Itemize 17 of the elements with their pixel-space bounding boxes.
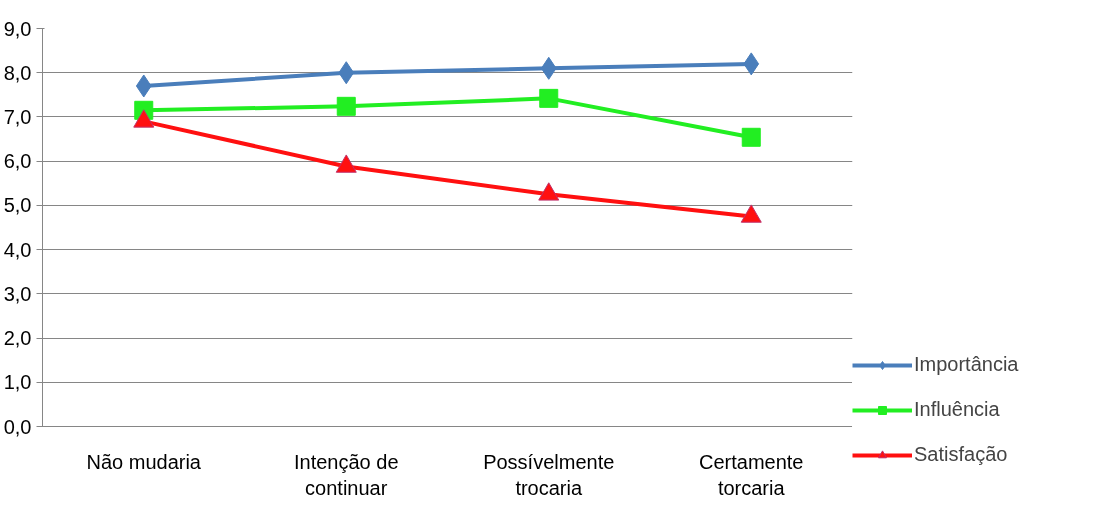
y-tick-label: 8,0 (3, 61, 32, 84)
x-tick-label: Não mudaria (86, 450, 202, 473)
x-tick-label: Certamente torcaria (699, 450, 804, 499)
y-tick-label: 7,0 (3, 105, 32, 128)
y-tick-label: 1,0 (3, 371, 32, 394)
y-tick-label: 4,0 (3, 238, 32, 261)
legend-label: Satisfação (914, 443, 1008, 466)
y-tick-label: 3,0 (3, 282, 32, 305)
y-tick-label: 0,0 (3, 415, 32, 438)
legend-label: Importância (914, 353, 1019, 376)
x-tick-label: Possívelmente trocaria (483, 450, 615, 499)
y-tick-label: 9,0 (3, 17, 32, 40)
y-tick-label: 2,0 (3, 327, 32, 350)
x-tick-label: Intenção de continuar (293, 450, 399, 499)
legend-label: Influência (914, 398, 1000, 421)
y-tick-label: 6,0 (3, 150, 32, 173)
y-tick-label: 5,0 (3, 194, 32, 217)
